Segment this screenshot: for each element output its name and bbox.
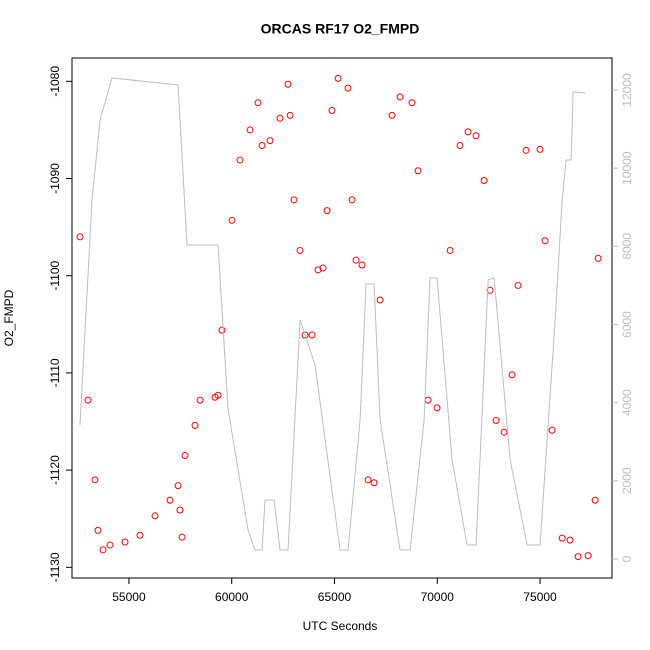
data-point (396, 93, 404, 101)
data-point (236, 156, 244, 164)
y2-tick-label: 10000 (620, 151, 634, 185)
data-point (181, 452, 189, 460)
data-point (508, 371, 516, 379)
x-axis-label: UTC Seconds (303, 619, 378, 633)
data-point (91, 476, 99, 484)
data-point (352, 256, 360, 264)
data-point (364, 476, 372, 484)
y2-tick-label: 8000 (620, 233, 634, 260)
y2-tick-label: 2000 (620, 467, 634, 494)
chart-title: ORCAS RF17 O2_FMPD (261, 21, 420, 37)
altitude-line (79, 77, 586, 551)
data-point (296, 246, 304, 254)
data-point (464, 128, 472, 136)
data-point (166, 496, 174, 504)
data-point (319, 264, 327, 272)
y-tick-label: -1130 (48, 552, 62, 582)
data-point (258, 141, 266, 149)
data-point (358, 261, 366, 269)
data-point (591, 496, 599, 504)
data-point (574, 553, 582, 561)
data-point (323, 207, 331, 215)
data-point (388, 111, 396, 119)
data-point (76, 233, 84, 241)
data-point (106, 541, 114, 549)
x-tick-label: 60000 (215, 590, 249, 604)
data-point (84, 396, 92, 404)
data-point (548, 426, 556, 434)
data-point (433, 404, 441, 412)
data-point (472, 132, 480, 140)
data-point (136, 531, 144, 539)
data-point (522, 146, 530, 154)
data-point (284, 80, 292, 88)
data-point (266, 137, 274, 145)
data-point (214, 391, 222, 399)
y-axis-label: O2_FMPD (2, 289, 16, 346)
data-point (456, 141, 464, 149)
data-point (94, 526, 102, 534)
data-point (370, 479, 378, 487)
data-point (414, 167, 422, 175)
data-point (344, 84, 352, 92)
data-point (492, 417, 500, 425)
y-tick-label: -1100 (48, 260, 62, 290)
y-tick-label: -1080 (48, 66, 62, 97)
data-point (500, 428, 508, 436)
data-point (328, 106, 336, 114)
x-tick-label: 65000 (318, 590, 352, 604)
x-tick-label: 75000 (523, 590, 557, 604)
data-point (334, 74, 342, 82)
data-point (218, 326, 226, 334)
data-point (301, 331, 309, 339)
data-point (254, 99, 262, 107)
data-point (536, 145, 544, 153)
data-point (176, 506, 184, 514)
data-point (480, 176, 488, 184)
data-point (486, 286, 494, 294)
x-tick-label: 55000 (112, 590, 146, 604)
data-point (196, 396, 204, 404)
data-point (594, 254, 602, 262)
x-tick-label: 70000 (421, 590, 455, 604)
data-point (174, 482, 182, 490)
data-point (446, 246, 454, 254)
data-point (99, 546, 107, 554)
data-point (151, 512, 159, 520)
data-point (566, 536, 574, 544)
data-point (408, 99, 416, 107)
data-point (584, 552, 592, 560)
data-point (514, 281, 522, 289)
data-point (246, 126, 254, 134)
y2-tick-label: 6000 (620, 311, 634, 338)
y-tick-label: -1090 (48, 163, 62, 194)
data-point (228, 216, 236, 224)
data-point (178, 533, 186, 541)
y2-tick-label: 0 (620, 555, 634, 562)
data-point (376, 296, 384, 304)
y2-tick-label: 4000 (620, 389, 634, 416)
data-point (308, 331, 316, 339)
y-tick-label: -1110 (48, 358, 62, 387)
data-point (558, 534, 566, 542)
data-point (541, 237, 549, 245)
plot-frame (71, 57, 613, 579)
y-tick-label: -1120 (48, 455, 62, 485)
data-point (276, 114, 284, 122)
data-point (290, 196, 298, 204)
y2-tick-label: 12000 (620, 73, 634, 107)
data-point (191, 421, 199, 429)
data-point (348, 196, 356, 204)
data-point (121, 538, 129, 546)
data-point (424, 396, 432, 404)
data-point (286, 111, 294, 119)
